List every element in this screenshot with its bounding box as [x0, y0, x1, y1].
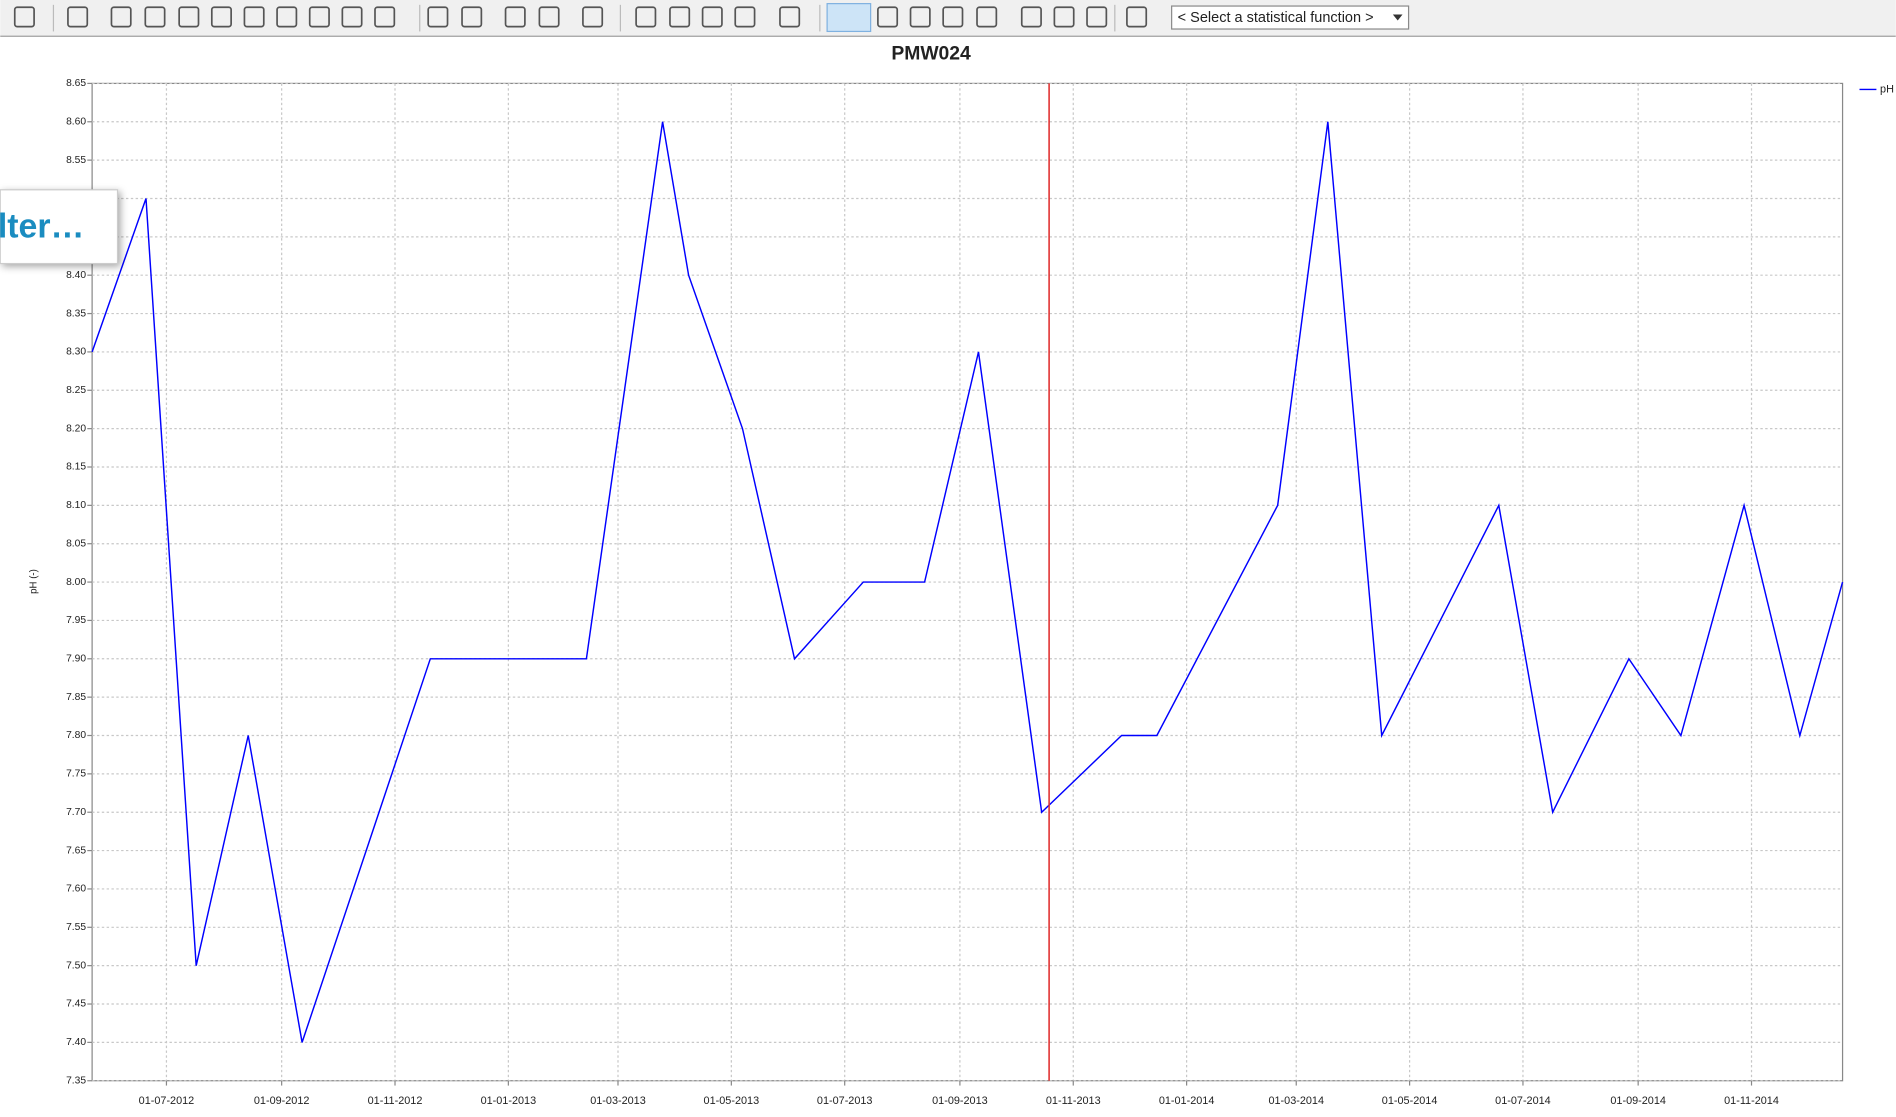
toolbar-icon[interactable]	[582, 6, 604, 28]
x-tick-label: 01-11-2014	[1724, 1095, 1779, 1107]
toolbar-icon[interactable]	[635, 6, 657, 28]
y-tick-label: 8.65	[66, 78, 86, 89]
toolbar-icon[interactable]	[13, 6, 35, 28]
callout-box	[0, 189, 119, 265]
x-tick-label: 01-01-2014	[1159, 1095, 1215, 1107]
x-tick-label: 01-09-2013	[932, 1095, 988, 1107]
toolbar-icon[interactable]	[374, 6, 396, 28]
toolbar-icon[interactable]	[976, 6, 998, 28]
toolbar-icon[interactable]	[734, 6, 756, 28]
y-tick-label: 8.15	[66, 462, 86, 473]
y-tick-label: 7.70	[66, 807, 86, 818]
toolbar-icon[interactable]	[1020, 6, 1042, 28]
y-tick-label: 8.35	[66, 308, 86, 319]
y-tick-label: 7.80	[66, 730, 86, 741]
y-tick-label: 7.95	[66, 615, 86, 626]
x-tick-label: 01-03-2014	[1268, 1095, 1324, 1107]
x-tick-label: 01-03-2013	[590, 1095, 646, 1107]
y-tick-label: 7.90	[66, 654, 86, 665]
data-line	[91, 121, 1844, 1043]
toolbar-icon[interactable]	[276, 6, 298, 28]
y-tick-label: 7.55	[66, 922, 86, 933]
y-tick-label: 8.10	[66, 500, 86, 511]
toolbar-icon[interactable]	[308, 6, 330, 28]
toolbar-icon[interactable]	[110, 6, 132, 28]
toolbar-icons	[13, 3, 1148, 33]
toolbar	[0, 0, 1896, 37]
y-axis-label: pH (-)	[29, 569, 40, 594]
toolbar-icon[interactable]	[461, 6, 483, 28]
x-tick-label: 01-11-2012	[368, 1095, 423, 1107]
x-tick-label: 01-09-2014	[1610, 1095, 1666, 1107]
y-tick-label: 7.65	[66, 845, 86, 856]
toolbar-icon[interactable]	[178, 6, 200, 28]
y-tick-label: 7.75	[66, 769, 86, 780]
toolbar-icon[interactable]	[210, 6, 232, 28]
y-tick-label: 8.25	[66, 385, 86, 396]
callout-text: lter…	[0, 207, 84, 245]
y-tick-label: 8.55	[66, 155, 86, 166]
x-tick-label: 01-07-2013	[817, 1095, 873, 1107]
toolbar-icon[interactable]	[144, 6, 166, 28]
chart-title: PMW024	[891, 43, 971, 65]
toolbar-icon[interactable]	[1086, 6, 1108, 28]
function-select[interactable]	[1171, 5, 1410, 30]
x-tick-label: 01-01-2013	[481, 1095, 537, 1107]
y-tick-label: 7.35	[66, 1075, 86, 1086]
dropdown-arrow	[1392, 14, 1403, 21]
toolbar-icon[interactable]	[504, 6, 526, 28]
y-tick-label: 7.50	[66, 960, 86, 971]
x-tick-label: 01-11-2013	[1046, 1095, 1101, 1107]
y-tick-label: 7.85	[66, 692, 86, 703]
x-tick-label: 01-07-2012	[139, 1095, 195, 1107]
toolbar-icon[interactable]	[67, 6, 89, 28]
y-tick-label: 7.40	[66, 1037, 86, 1048]
plot: 7.35 7.40 7.45 7.50 7.55 7.60 7.65 7.70 7.75 7.80…	[66, 78, 1894, 1107]
y-tick-label: 8.60	[66, 116, 86, 127]
toolbar-icon[interactable]	[1126, 6, 1148, 28]
x-tick-label: 01-05-2013	[704, 1095, 760, 1107]
function-select-text: < Select a statistical function >	[1178, 10, 1374, 26]
x-tick-label: 01-07-2014	[1495, 1095, 1551, 1107]
toolbar-icon[interactable]	[669, 6, 691, 28]
toolbar-icon[interactable]	[877, 6, 899, 28]
toolbar-icon[interactable]	[341, 6, 363, 28]
toolbar-icon[interactable]	[779, 6, 801, 28]
y-tick-label: 8.30	[66, 347, 86, 358]
toolbar-icon[interactable]	[427, 6, 449, 28]
toolbar-icon[interactable]	[942, 6, 964, 28]
toolbar-icon[interactable]	[1053, 6, 1075, 28]
y-tick-label: 8.00	[66, 577, 86, 588]
y-tick-label: 8.40	[66, 270, 86, 281]
x-tick-label: 01-09-2012	[254, 1095, 310, 1107]
y-tick-label: 8.05	[66, 538, 86, 549]
x-tick-label: 01-05-2014	[1382, 1095, 1438, 1107]
y-tick-label: 7.45	[66, 999, 86, 1010]
y-tick-label: 8.20	[66, 423, 86, 434]
toolbar-icon[interactable]	[243, 6, 265, 28]
toolbar-highlight	[826, 3, 872, 33]
toolbar-icon[interactable]	[701, 6, 723, 28]
toolbar-icon[interactable]	[909, 6, 931, 28]
y-tick-label: 7.60	[66, 884, 86, 895]
toolbar-icon[interactable]	[538, 6, 560, 28]
legend-label: pH	[1880, 83, 1894, 95]
